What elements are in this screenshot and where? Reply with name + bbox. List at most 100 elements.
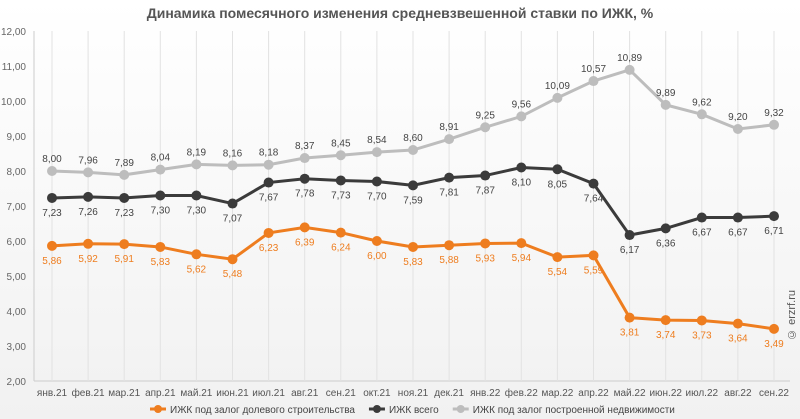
data-label: 5,83	[403, 257, 423, 268]
data-point	[119, 169, 130, 180]
data-point	[191, 190, 202, 201]
legend-marker	[456, 405, 465, 413]
data-label: 7,30	[187, 206, 207, 217]
x-tick-label: апр.22	[578, 388, 609, 399]
data-label: 8,04	[151, 153, 171, 164]
x-tick-label: май.22	[614, 388, 646, 399]
data-point	[335, 175, 346, 186]
data-label: 8,91	[439, 122, 459, 133]
data-point	[588, 250, 599, 261]
data-label: 7,96	[78, 155, 98, 166]
data-label: 7,89	[114, 158, 134, 169]
data-point	[263, 159, 274, 170]
data-point	[660, 315, 671, 326]
data-point	[83, 191, 94, 202]
data-label: 8,16	[223, 148, 243, 159]
data-label: 8,18	[259, 148, 279, 159]
data-point	[732, 318, 743, 329]
y-tick-label: 3,00	[7, 342, 27, 353]
watermark: © erzrf.ru	[786, 290, 798, 340]
x-tick-label: июл.21	[252, 388, 285, 399]
x-tick-label: июл.22	[685, 388, 718, 399]
data-point	[155, 190, 166, 201]
data-point	[516, 238, 527, 249]
y-tick-label: 2,00	[7, 377, 27, 388]
data-point	[155, 241, 166, 252]
legend-marker	[154, 405, 162, 413]
data-point	[660, 223, 671, 234]
data-label: 6,24	[331, 243, 351, 254]
data-point	[408, 180, 418, 191]
legend-label: ИЖК под залог долевого строительства	[170, 405, 355, 416]
data-point	[588, 178, 599, 189]
y-tick-label: 8,00	[7, 167, 27, 178]
data-label: 8,60	[403, 133, 423, 144]
x-tick-label: янв.22	[470, 388, 501, 399]
data-point	[769, 211, 779, 222]
x-tick-label: фев.21	[72, 387, 105, 399]
data-point	[624, 312, 635, 323]
data-label: 10,57	[581, 64, 606, 75]
legend-label: ИЖК всего	[389, 405, 439, 416]
data-point	[732, 212, 743, 223]
data-label: 7,64	[584, 194, 604, 205]
data-point	[660, 99, 671, 110]
data-label: 5,54	[548, 267, 568, 278]
x-tick-label: сен.22	[759, 388, 789, 399]
data-point	[516, 111, 527, 122]
data-label: 9,32	[764, 108, 784, 119]
data-label: 7,26	[78, 207, 98, 218]
y-tick-label: 4,00	[7, 307, 27, 318]
x-tick-label: сен.21	[326, 388, 356, 399]
data-point	[444, 134, 455, 145]
y-tick-label: 11,00	[2, 62, 27, 73]
data-point	[335, 227, 346, 238]
x-tick-label: янв.21	[37, 388, 68, 399]
legend-label: ИЖК под залог построенной недвижимости	[473, 405, 675, 416]
data-point	[191, 159, 202, 170]
data-point	[444, 240, 455, 251]
data-label: 5,59	[584, 265, 604, 276]
x-tick-label: июн.21	[216, 388, 249, 399]
data-point	[191, 249, 202, 260]
data-point	[299, 173, 310, 184]
y-tick-label: 5,00	[7, 272, 27, 283]
data-label: 7,78	[295, 189, 315, 200]
data-point	[299, 153, 310, 164]
data-label: 9,25	[475, 110, 495, 121]
data-point	[263, 227, 274, 238]
y-tick-label: 10,00	[1, 97, 26, 108]
data-label: 6,67	[728, 228, 748, 239]
data-point	[696, 109, 707, 120]
x-tick-label: фев.22	[505, 387, 538, 399]
data-point	[552, 92, 563, 103]
data-point	[371, 236, 382, 246]
data-label: 9,62	[692, 97, 712, 108]
data-point	[769, 119, 779, 130]
data-label: 7,70	[367, 192, 387, 203]
data-label: 7,73	[331, 190, 351, 201]
y-tick-label: 7,00	[7, 202, 27, 213]
x-tick-label: июн.22	[649, 388, 682, 399]
data-label: 6,17	[620, 245, 640, 256]
data-label: 7,07	[223, 214, 243, 225]
x-tick-label: май.21	[180, 388, 212, 399]
data-point	[696, 212, 707, 223]
data-point	[624, 230, 635, 241]
data-point	[299, 222, 310, 233]
data-point	[588, 76, 599, 87]
data-label: 5,83	[151, 257, 171, 268]
data-point	[444, 172, 455, 183]
data-point	[371, 176, 382, 187]
data-point	[516, 162, 527, 173]
data-label: 6,71	[764, 226, 784, 237]
data-label: 6,36	[656, 238, 676, 249]
x-tick-label: авг.21	[291, 388, 319, 399]
data-label: 9,56	[512, 99, 532, 110]
data-label: 3,49	[764, 339, 784, 350]
data-label: 8,19	[187, 147, 207, 158]
data-label: 10,89	[617, 53, 642, 64]
x-tick-label: мар.22	[541, 388, 573, 399]
data-point	[227, 160, 238, 171]
